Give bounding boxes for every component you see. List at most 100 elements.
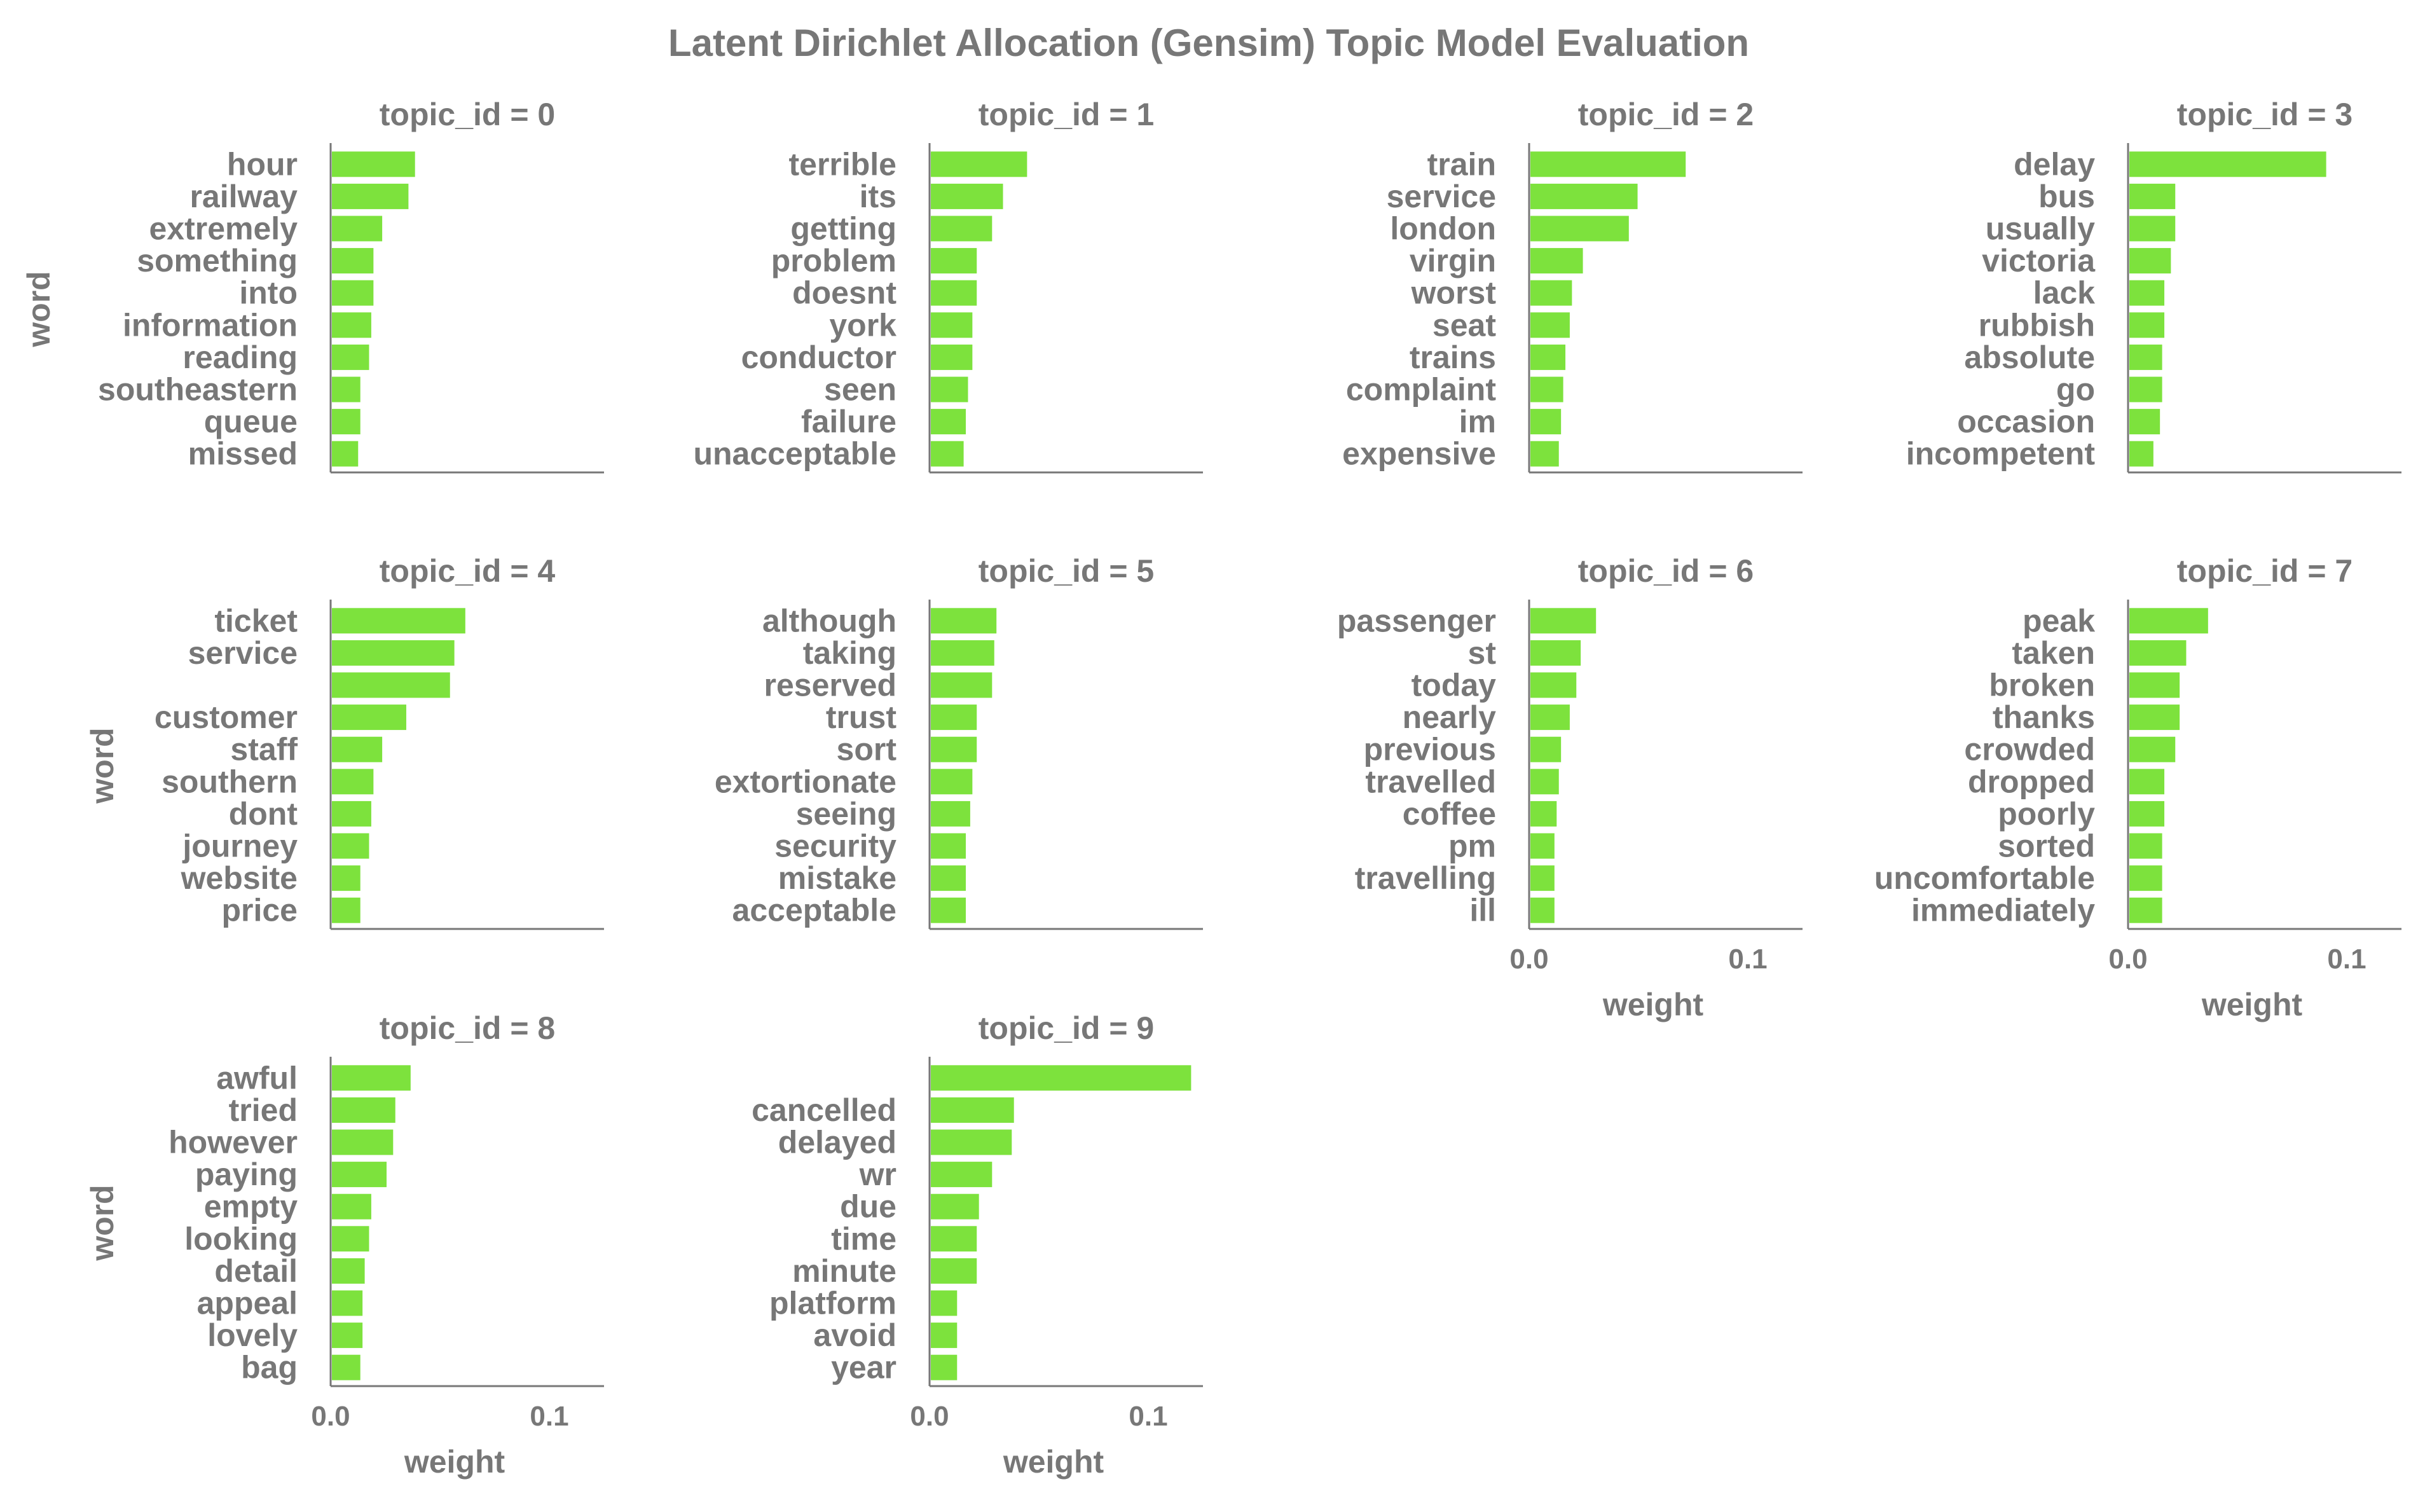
bar [931,183,1003,209]
word-label: service [1387,179,1496,214]
word-label: avoid [813,1317,896,1353]
word-label: wr [859,1157,896,1192]
word-label: st [1468,635,1497,671]
bar [1530,736,1562,762]
bar [931,151,1027,177]
bar [1530,608,1597,634]
bar [332,183,409,209]
word-label: service [188,635,298,671]
word-label: however [168,1125,298,1160]
word-label: awful [216,1060,298,1096]
word-label: coffee [1403,796,1496,832]
bar [332,441,359,467]
bar [931,865,966,891]
bar [2129,248,2171,274]
bar [931,736,977,762]
bar [1530,344,1566,370]
bar [2129,640,2187,666]
bar [332,1097,395,1123]
bar [2129,441,2154,467]
bar [1530,769,1559,795]
word-label: website [181,860,298,896]
word-label: paying [195,1157,298,1192]
panel-title: topic_id = 6 [1578,553,1754,589]
bar [931,801,970,827]
word-label: expensive [1342,436,1496,472]
bar [332,216,383,242]
bar [1530,833,1555,859]
word-label: immediately [1911,893,2095,928]
word-label: complaint [1346,372,1496,408]
word-label: cancelled [752,1092,896,1128]
bar [332,1162,387,1188]
x-axis-label: weight [2201,987,2303,1022]
bar [931,1226,977,1252]
word-label: ill [1469,893,1496,928]
word-label: southern [161,764,298,799]
word-label: terrible [788,146,896,182]
bar [931,1065,1192,1091]
word-label: trust [826,699,896,735]
word-label: thanks [1993,699,2095,735]
bar [1530,640,1581,666]
word-label: something [137,243,298,278]
word-label: go [2056,372,2095,408]
word-label: dropped [1968,764,2095,799]
word-label: seeing [796,796,896,832]
bar [2129,704,2180,731]
word-label: worst [1411,275,1497,311]
bar [1530,183,1638,209]
word-label: today [1412,668,1497,703]
panels-container: topic_id = 0 hourrailwayextremelysomethin… [21,97,2401,1480]
bar [1530,801,1557,827]
bar [931,608,997,634]
word-label: staff [230,732,298,767]
bar [2129,312,2165,338]
word-label: mistake [778,860,896,896]
bar [931,441,964,467]
y-axis-label: word [21,271,57,347]
word-label: acceptable [732,893,896,928]
word-label: reserved [764,668,897,703]
word-label: bag [241,1350,298,1385]
word-label: tried [229,1092,298,1128]
bar [931,1162,993,1188]
word-label: peak [2023,603,2095,638]
word-label: delayed [778,1125,896,1160]
bar [332,1129,394,1155]
word-label: appeal [197,1286,298,1321]
word-label: due [840,1189,896,1225]
word-label: customer [155,699,298,735]
word-label: journey [182,828,298,864]
bar [931,376,968,402]
x-tick-label: 0.0 [910,1401,949,1432]
bar [332,312,371,338]
word-label: travelled [1365,764,1496,799]
word-label: occasion [1957,404,2095,439]
bar [332,376,361,402]
word-label: sort [837,732,897,767]
word-label: york [829,307,896,343]
bar [332,1193,371,1220]
bar [931,1258,977,1284]
x-tick-label: 0.0 [1509,944,1548,975]
bar [332,1226,369,1252]
bar [2129,769,2165,795]
word-label: problem [771,243,896,278]
word-label: failure [801,404,896,439]
word-label: southeastern [98,372,298,408]
topic-panel-2: topic_id = 2 trainservicelondonvirginwors… [1342,97,1803,474]
bar [931,409,966,435]
bar [1530,151,1686,177]
topic-panel-7: topic_id = 7 peaktakenbrokenthankscrowded… [1874,553,2401,1022]
bar [2129,865,2162,891]
bar [931,640,994,666]
panel-title: topic_id = 8 [380,1010,555,1046]
bar [332,704,406,731]
word-label: getting [790,211,896,247]
word-label: crowded [1964,732,2095,767]
word-label: information [123,307,298,343]
bar [2129,151,2326,177]
word-label: railway [189,179,298,214]
